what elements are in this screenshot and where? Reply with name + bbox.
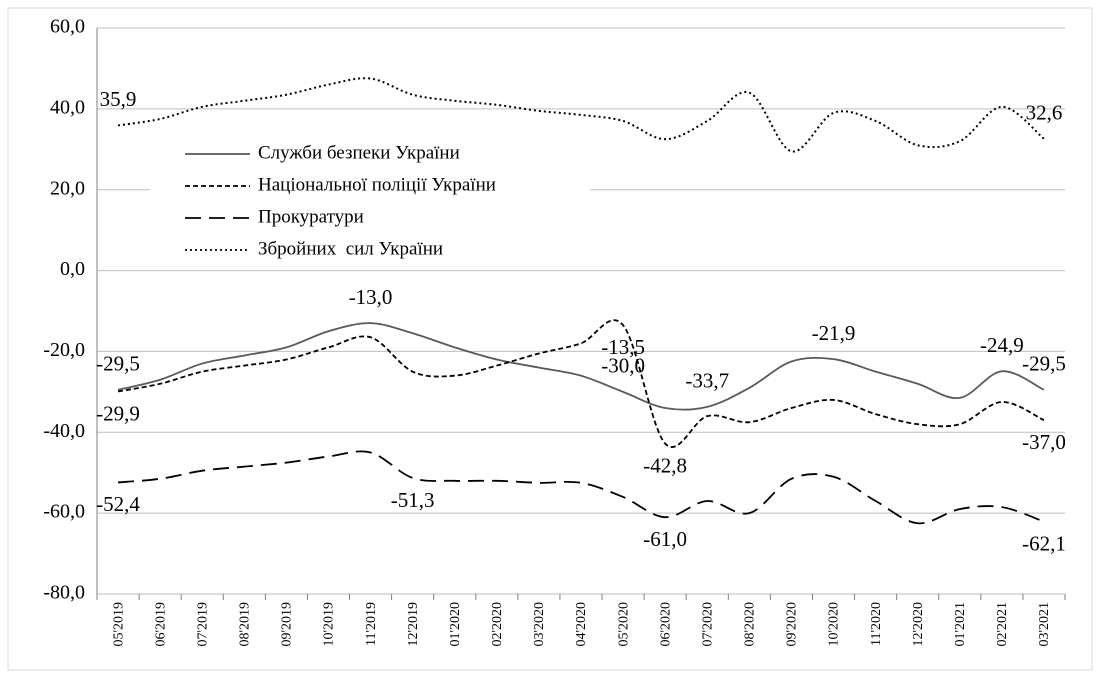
line-series (117, 322, 1045, 411)
legend-label: Прокуратури (258, 206, 364, 227)
data-label: -29,5 (96, 352, 140, 376)
data-label: 32,6 (1026, 101, 1063, 125)
data-label: 35,9 (100, 87, 137, 111)
x-tick-label: 10'2019 (322, 602, 337, 647)
y-tick-label: 0,0 (60, 258, 85, 280)
y-tick-label: -80,0 (43, 582, 85, 604)
x-tick-label: 11'2019 (364, 602, 379, 646)
x-tick-label: 09'2019 (280, 602, 295, 647)
x-tick-label: 07'2020 (700, 602, 715, 647)
chart-border (7, 7, 1093, 671)
x-tick-label: 02'2020 (490, 602, 505, 647)
y-tick-label: 60,0 (50, 16, 85, 38)
legend-label: Служби безпеки України (258, 142, 460, 163)
data-label: -29,5 (1022, 352, 1066, 376)
x-tick-label: 06'2020 (658, 602, 673, 647)
y-tick-label: -60,0 (43, 501, 85, 523)
data-label: -52,4 (96, 492, 140, 516)
y-tick-label: -20,0 (43, 339, 85, 361)
line-series (117, 77, 1045, 153)
x-tick-label: 05'2020 (616, 602, 631, 647)
x-tick-label: 05'2019 (111, 602, 126, 647)
data-label: -29,9 (96, 401, 140, 425)
x-tick-label: 03'2020 (532, 602, 547, 647)
x-tick-label: 11'2020 (869, 602, 884, 646)
data-label: -21,9 (812, 321, 856, 345)
x-tick-label: 12'2020 (911, 602, 926, 647)
legend-box (150, 138, 590, 270)
x-tick-label: 01'2021 (953, 602, 968, 647)
data-label: -24,9 (980, 333, 1024, 357)
legend-label: Збройних сил України (258, 238, 443, 259)
data-label: -37,0 (1022, 430, 1066, 454)
x-tick-label: 09'2020 (785, 602, 800, 647)
legend-label: Національної поліції України (258, 174, 496, 195)
data-label: -51,3 (391, 488, 435, 512)
data-label: -61,0 (643, 527, 687, 551)
data-label: -30,0 (601, 354, 645, 378)
y-tick-label: 40,0 (50, 96, 85, 118)
x-tick-label: 12'2019 (406, 602, 421, 647)
data-label: -62,1 (1022, 531, 1066, 555)
x-tick-label: 10'2020 (827, 602, 842, 647)
y-tick-label: 20,0 (50, 177, 85, 199)
y-tick-label: -40,0 (43, 420, 85, 442)
line-series (117, 450, 1045, 525)
x-tick-label: 08'2019 (238, 602, 253, 647)
x-tick-label: 07'2019 (195, 602, 210, 647)
x-tick-label: 08'2020 (743, 602, 758, 647)
x-tick-label: 06'2019 (153, 602, 168, 647)
x-tick-label: 01'2020 (448, 602, 463, 647)
x-tick-label: 02'2021 (995, 602, 1010, 647)
data-label: -13,0 (349, 285, 393, 309)
data-label: -13,5 (601, 335, 645, 359)
line-series (117, 319, 1045, 448)
data-label: -33,7 (685, 369, 729, 393)
x-tick-label: 03'2021 (1037, 602, 1052, 647)
data-label: -42,8 (643, 453, 687, 477)
x-tick-label: 04'2020 (574, 602, 589, 647)
